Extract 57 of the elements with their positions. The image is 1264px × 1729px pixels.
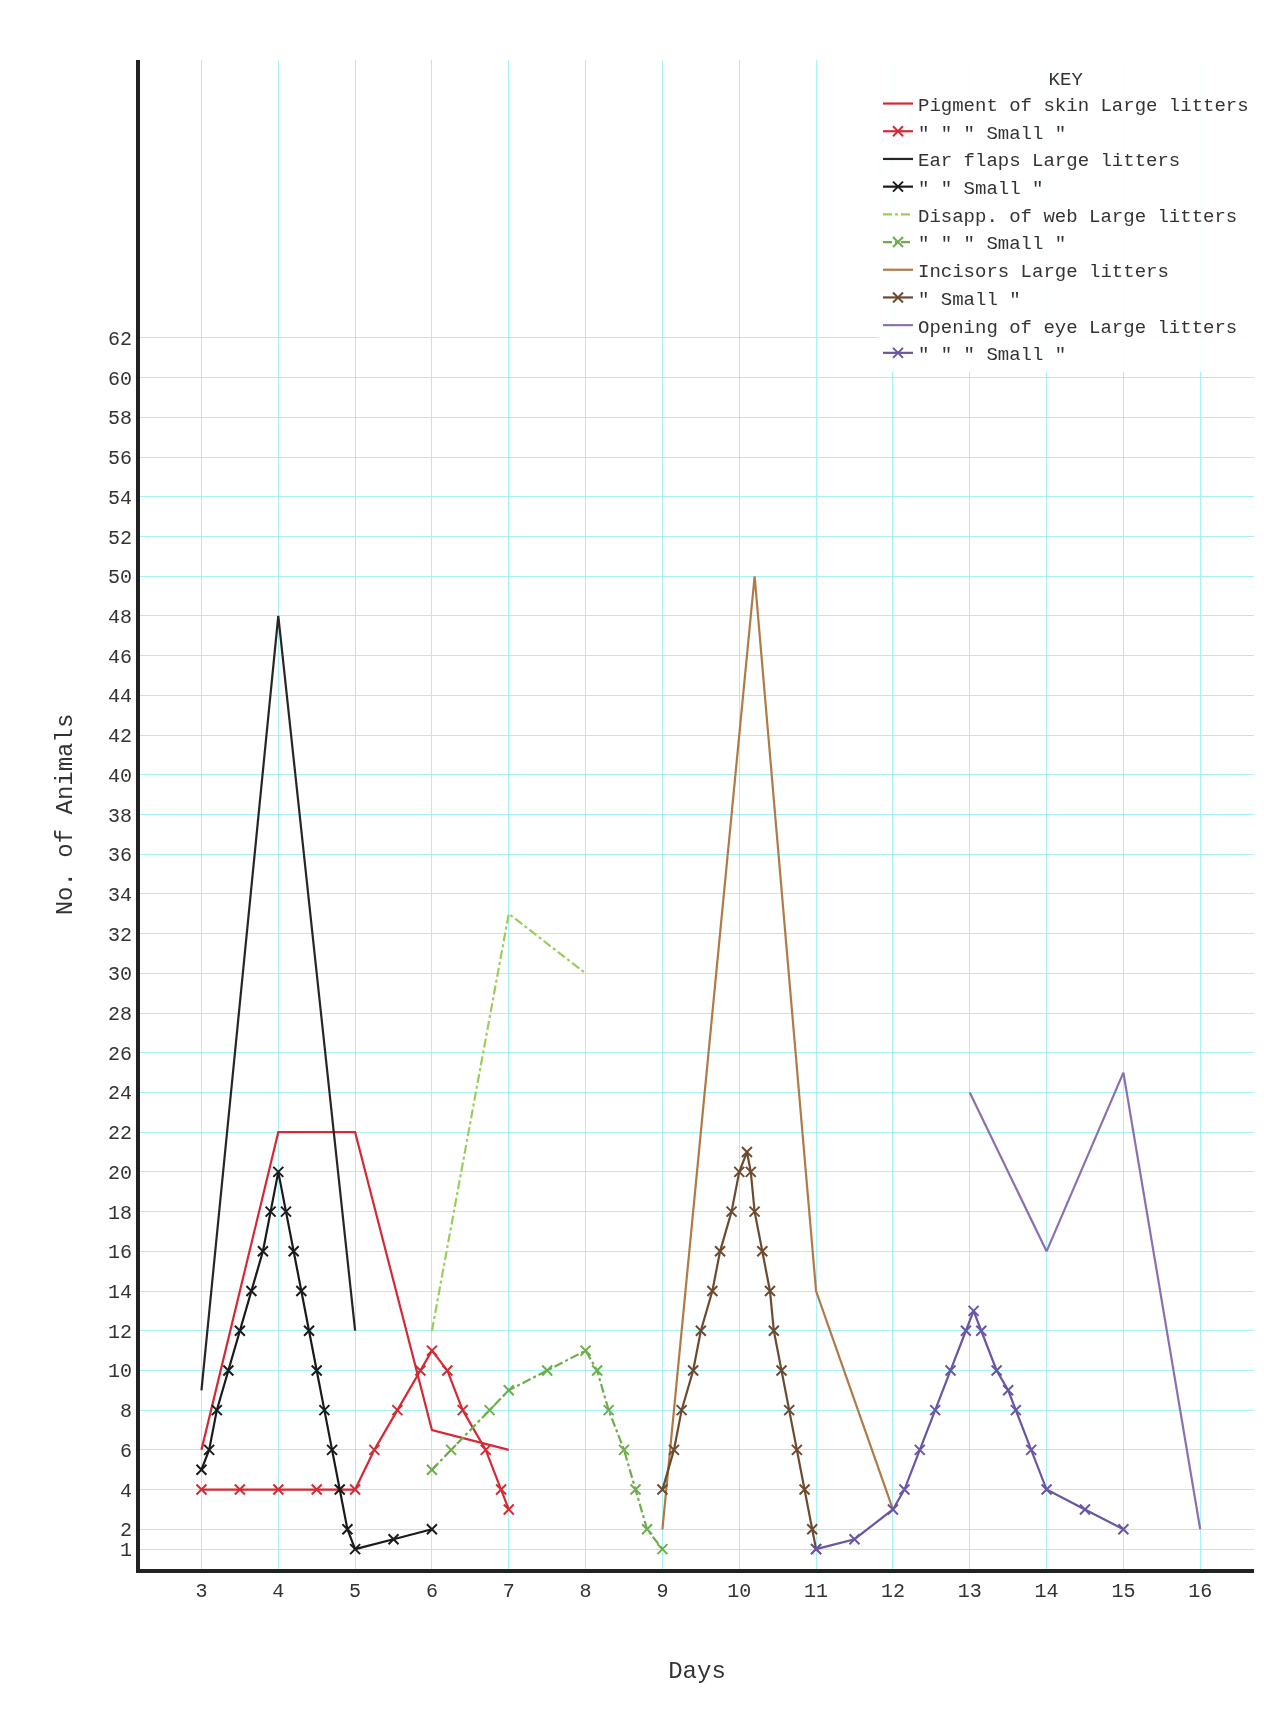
- legend-label: " " " Small ": [918, 344, 1067, 367]
- y-tick-label: 48: [107, 605, 132, 629]
- x-tick-label: 3: [195, 1580, 208, 1603]
- y-tick-label: 46: [107, 645, 132, 669]
- y-tick-label: 10: [107, 1360, 132, 1384]
- x-tick-label: 8: [579, 1580, 592, 1603]
- y-tick-label: 54: [107, 486, 132, 510]
- x-tick-label: 6: [425, 1580, 438, 1603]
- y-tick-label: 4: [119, 1479, 132, 1503]
- legend-title: KEY: [1048, 68, 1084, 91]
- x-tick-label: 7: [502, 1580, 515, 1603]
- legend-label: " " " Small ": [918, 233, 1067, 256]
- legend-label: Pigment of skin Large litters: [918, 94, 1249, 117]
- y-tick-label: 36: [107, 844, 132, 868]
- x-axis-title: Days: [668, 1657, 726, 1685]
- y-tick-label: 30: [107, 963, 132, 987]
- y-tick-label: 62: [107, 327, 132, 351]
- legend-label: " " " Small ": [918, 122, 1067, 145]
- legend-label: Disapp. of web Large litters: [918, 205, 1238, 228]
- y-tick-label: 18: [107, 1201, 132, 1225]
- y-tick-label: 26: [107, 1042, 132, 1066]
- y-tick-label: 6: [119, 1439, 132, 1463]
- y-tick-label: 8: [119, 1400, 132, 1424]
- y-tick-label: 32: [107, 923, 132, 947]
- y-tick-label: 20: [107, 1161, 132, 1185]
- x-tick-label: 16: [1188, 1580, 1213, 1603]
- x-tick-label: 14: [1034, 1580, 1059, 1603]
- y-axis-title: No. of Animals: [51, 713, 79, 916]
- x-tick-label: 5: [349, 1580, 362, 1603]
- y-tick-label: 38: [107, 804, 132, 828]
- y-tick-label: 58: [107, 407, 132, 431]
- y-tick-label: 14: [107, 1281, 132, 1305]
- y-tick-label: 24: [107, 1082, 132, 1106]
- y-tick-label: 56: [107, 447, 132, 471]
- x-tick-label: 10: [727, 1580, 752, 1603]
- x-tick-label: 11: [804, 1580, 829, 1603]
- y-tick-label: 22: [107, 1122, 132, 1146]
- legend-label: Incisors Large litters: [918, 261, 1169, 284]
- x-tick-label: 12: [880, 1580, 905, 1603]
- legend-label: " " Small ": [918, 178, 1044, 201]
- legend-label: Opening of eye Large litters: [918, 316, 1238, 339]
- y-tick-label: 44: [107, 685, 132, 709]
- legend-label: Ear flaps Large litters: [918, 150, 1181, 173]
- x-tick-label: 4: [272, 1580, 285, 1603]
- y-tick-label: 16: [107, 1241, 132, 1265]
- x-tick-label: 15: [1111, 1580, 1136, 1603]
- x-tick-label: 9: [656, 1580, 669, 1603]
- x-tick-label: 13: [957, 1580, 982, 1603]
- y-tick-label: 42: [107, 725, 132, 749]
- y-tick-label: 34: [107, 883, 132, 907]
- y-tick-label: 40: [107, 764, 132, 788]
- y-tick-label: 50: [107, 566, 132, 590]
- y-tick-label: 60: [107, 367, 132, 391]
- y-tick-label: 12: [107, 1320, 132, 1344]
- y-tick-label: 52: [107, 526, 132, 550]
- y-tick-label: 28: [107, 1003, 132, 1027]
- legend-label: " Small ": [918, 288, 1021, 311]
